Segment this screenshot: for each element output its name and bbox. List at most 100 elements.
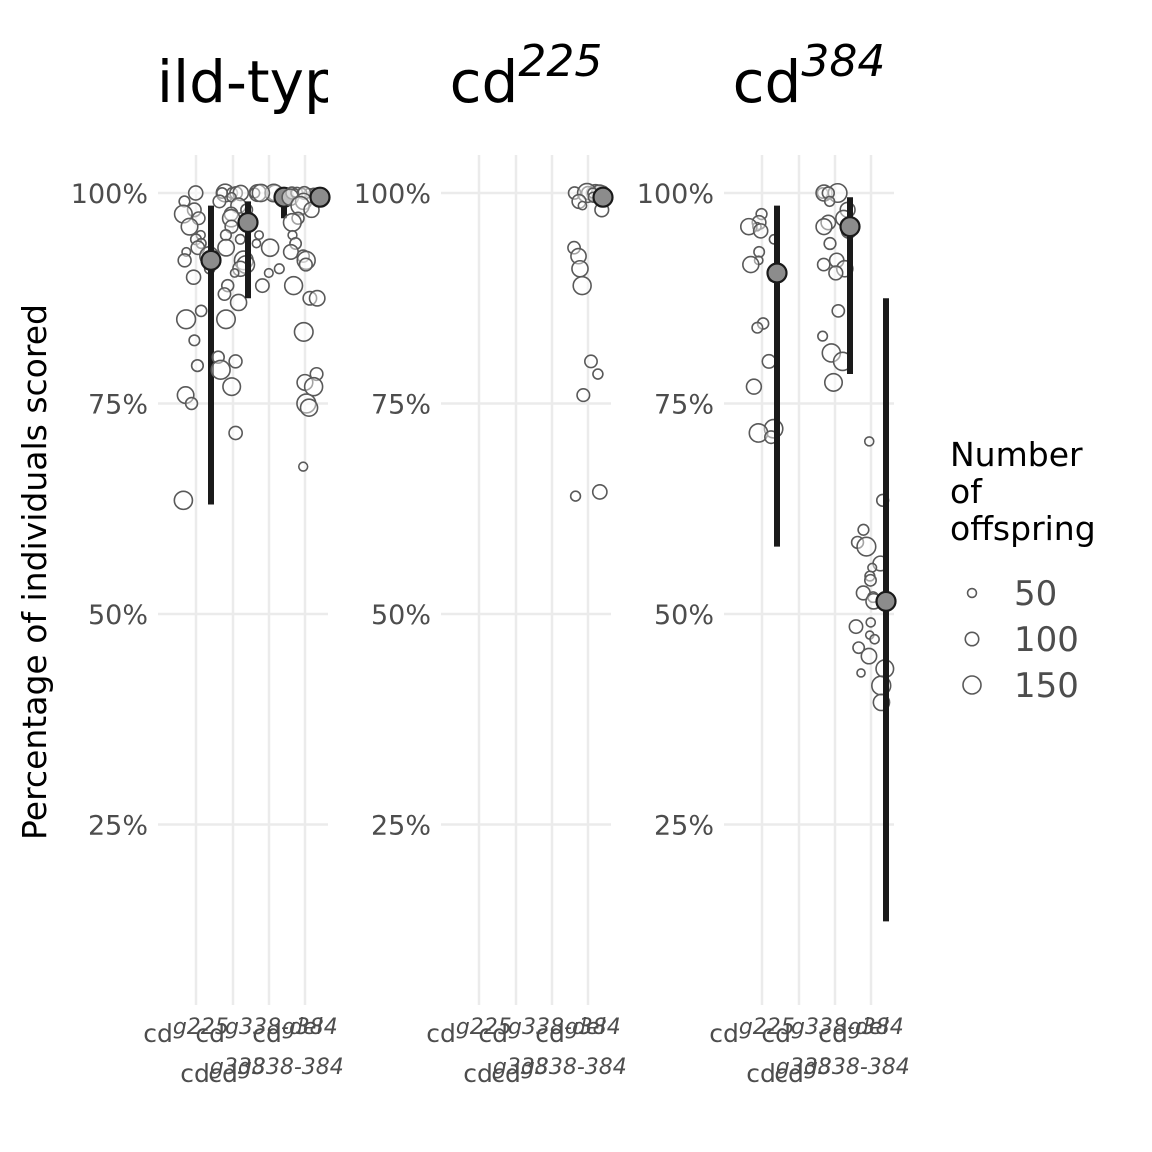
data-point bbox=[823, 236, 837, 251]
legend-label: 150 bbox=[1014, 666, 1079, 706]
data-point bbox=[251, 183, 271, 203]
data-point bbox=[856, 668, 866, 678]
data-point bbox=[282, 243, 299, 261]
data-point bbox=[263, 267, 274, 279]
x-tick-label: cdg338-384 bbox=[774, 1055, 910, 1088]
data-point bbox=[219, 228, 233, 242]
legend: Number of offspring 50 100 150 bbox=[950, 435, 1096, 706]
x-tick-label: cdg225 bbox=[709, 1015, 795, 1048]
mean-point bbox=[592, 186, 614, 208]
data-point bbox=[299, 398, 319, 418]
y-tick-label: 75% bbox=[88, 390, 148, 421]
y-tick-label: 25% bbox=[88, 811, 148, 842]
data-point bbox=[848, 619, 864, 635]
data-point bbox=[296, 250, 316, 271]
data-point bbox=[577, 200, 588, 211]
mean-point bbox=[309, 186, 331, 208]
data-point bbox=[282, 212, 302, 233]
panel-title: wild-type bbox=[110, 48, 377, 116]
data-point bbox=[869, 633, 880, 645]
y-tick-label: 75% bbox=[654, 390, 714, 421]
data-point bbox=[178, 195, 191, 208]
data-point bbox=[212, 194, 227, 209]
data-point bbox=[186, 202, 202, 218]
data-point bbox=[865, 617, 877, 628]
data-point bbox=[298, 257, 313, 272]
data-group bbox=[173, 185, 222, 511]
data-point bbox=[815, 218, 833, 236]
data-point bbox=[190, 358, 205, 373]
data-point bbox=[217, 238, 236, 257]
data-point bbox=[222, 377, 242, 397]
x-tick-label: cdg338 bbox=[463, 1055, 549, 1088]
data-point bbox=[185, 269, 202, 286]
data-point bbox=[751, 321, 764, 334]
data-group bbox=[248, 183, 295, 294]
data-point bbox=[739, 217, 758, 236]
data-group bbox=[848, 298, 897, 922]
data-point bbox=[229, 268, 240, 278]
data-point bbox=[177, 253, 192, 268]
panel-2: 25% 50% 75% 100% cdg225 cdg338 cdg338-del cdg33… bbox=[354, 36, 627, 1088]
data-point bbox=[217, 287, 232, 301]
data-point bbox=[857, 523, 870, 536]
data-point bbox=[254, 230, 265, 241]
data-point bbox=[297, 461, 309, 472]
legend-label: 50 bbox=[1014, 574, 1057, 614]
data-point bbox=[303, 376, 324, 397]
x-tick-label: cdg338-del bbox=[478, 1015, 605, 1048]
panel-1: 25% 50% 75% 100% cdg225 cdg338 cdg338-del cdg33… bbox=[71, 48, 377, 1088]
data-point bbox=[290, 188, 300, 198]
y-tick-label: 100% bbox=[637, 179, 714, 210]
data-point bbox=[234, 233, 246, 245]
data-point bbox=[852, 641, 866, 655]
data-point bbox=[215, 309, 237, 330]
y-tick-label: 50% bbox=[88, 600, 148, 631]
x-tick-label: cdg225 bbox=[143, 1015, 229, 1048]
data-point bbox=[571, 259, 589, 278]
data-point bbox=[187, 185, 204, 201]
y-tick-label: 75% bbox=[371, 390, 431, 421]
y-axis-title: Percentage of individuals scored bbox=[15, 304, 54, 840]
data-point bbox=[289, 237, 303, 250]
mean-point bbox=[237, 211, 259, 234]
x-tick-label: cdg338-del bbox=[195, 1015, 322, 1048]
data-point bbox=[228, 425, 243, 441]
data-group bbox=[210, 183, 259, 441]
data-point bbox=[576, 387, 591, 403]
panel-3: 25% 50% 75% 100% cdg225 cdg338 cdg338-del cdg33… bbox=[637, 36, 910, 1088]
data-point bbox=[755, 207, 768, 221]
data-group bbox=[281, 185, 331, 472]
data-point bbox=[591, 484, 608, 500]
y-tick-label: 25% bbox=[371, 811, 431, 842]
data-point bbox=[817, 330, 829, 342]
y-tick-label: 25% bbox=[654, 811, 714, 842]
data-point bbox=[229, 293, 248, 312]
panel-title: cd384 bbox=[733, 36, 886, 116]
x-tick-label: cdg225 bbox=[426, 1015, 512, 1048]
x-tick-label: cdg384 bbox=[252, 1015, 338, 1048]
x-tick-label: cdg338 bbox=[180, 1055, 266, 1088]
data-point bbox=[863, 436, 875, 447]
data-point bbox=[273, 263, 285, 275]
data-point bbox=[260, 238, 280, 258]
data-point bbox=[572, 275, 592, 296]
data-point bbox=[592, 368, 604, 380]
data-point bbox=[188, 334, 201, 347]
x-tick-label: cdg338-384 bbox=[491, 1055, 627, 1088]
mean-point bbox=[766, 262, 788, 284]
data-point bbox=[821, 186, 836, 200]
data-point bbox=[194, 304, 208, 318]
data-point bbox=[863, 573, 877, 587]
data-point bbox=[251, 238, 262, 249]
data-point bbox=[283, 275, 304, 296]
legend-key bbox=[962, 675, 982, 695]
data-point bbox=[752, 223, 769, 239]
data-point bbox=[823, 195, 836, 208]
data-point bbox=[742, 255, 760, 274]
data-point bbox=[753, 245, 766, 258]
data-group bbox=[739, 205, 788, 547]
data-point bbox=[228, 354, 243, 369]
data-point bbox=[856, 536, 877, 557]
